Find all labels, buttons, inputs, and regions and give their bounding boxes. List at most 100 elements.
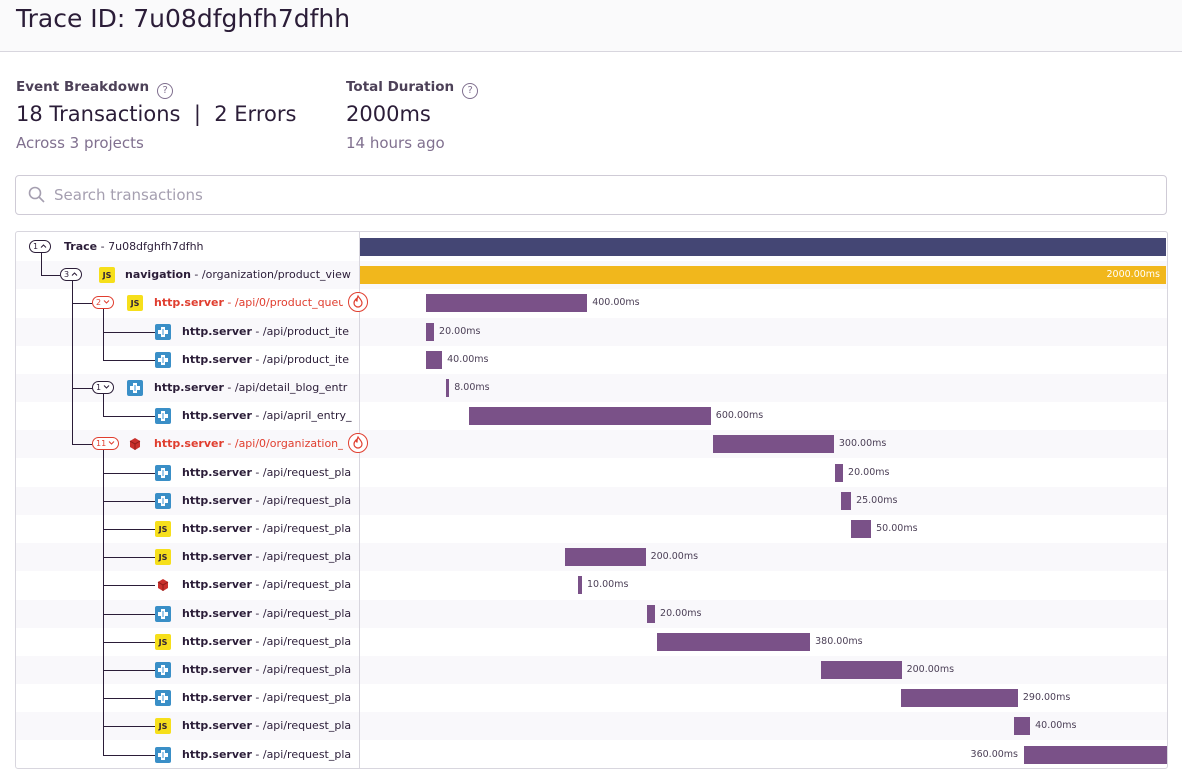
tree-connector (103, 394, 104, 417)
error-badge[interactable] (348, 433, 368, 454)
separator: - (223, 381, 235, 394)
duration-label: 50.00ms (876, 523, 918, 534)
row-label: http.server - /api/request_pla (182, 719, 357, 732)
operation: http.server (182, 465, 252, 479)
operation: http.server (182, 719, 252, 733)
row-label: http.server - /api/0/organization_ (154, 437, 343, 450)
duration-label: 600.00ms (715, 410, 764, 422)
operation: http.server (182, 352, 252, 366)
operation: http.server (182, 324, 252, 338)
python-glyph (129, 382, 141, 394)
span-bar (360, 266, 1166, 285)
description: /api/request_pla (262, 634, 352, 648)
platform-icon (155, 605, 171, 622)
search-placeholder: Search transactions (54, 186, 203, 204)
description: /api/product_ite (262, 352, 349, 366)
operation: http.server (154, 437, 224, 451)
platform-icon (155, 464, 171, 481)
description: /api/0/product_queue (234, 296, 343, 310)
python-glyph (157, 748, 169, 761)
platform-icon (155, 662, 171, 678)
child-count: 1 (33, 242, 39, 251)
separator: - (251, 324, 263, 338)
header: Trace ID: 7u08dfghfh7dfhh (0, 0, 1182, 52)
expand-toggle[interactable]: 3 (60, 268, 83, 282)
chevron (103, 300, 110, 305)
description: 7u08dfghfh7dfhh (108, 240, 204, 253)
description: /api/april_entry_ (262, 409, 352, 423)
chevron (103, 385, 110, 389)
separator: - (251, 747, 263, 761)
tree-connector (103, 754, 155, 756)
expand-toggle[interactable]: 2 (92, 296, 115, 310)
tree-connector (103, 500, 155, 502)
span-bar (657, 632, 811, 651)
duration-label: 20.00ms (848, 466, 890, 478)
tree-connector (103, 450, 104, 755)
span-bar (1024, 745, 1167, 764)
tree-connector (72, 303, 92, 305)
label-text: Total Duration (346, 79, 455, 95)
duration-label: 380.00ms (815, 635, 863, 647)
search-icon (28, 186, 45, 203)
span-bar (841, 491, 852, 510)
duration-sub: 14 hours ago (346, 134, 445, 152)
description: /api/request_pla (262, 550, 352, 564)
separator: - (190, 268, 202, 282)
description: /api/request_pla (262, 747, 352, 761)
trace-bar (360, 238, 1166, 256)
expand-toggle[interactable]: 11 (92, 437, 120, 451)
platform-icon: JS (127, 295, 143, 312)
help-icon[interactable]: ? (157, 83, 174, 99)
separator: - (251, 606, 263, 620)
breakdown-sub: Across 3 projects (16, 134, 144, 152)
span-bar (426, 294, 588, 313)
row-label: http.server - /api/request_pla (182, 691, 357, 704)
span-bar (713, 435, 834, 454)
separator: - (251, 493, 263, 507)
tree-connector (41, 253, 42, 276)
span-bar (426, 322, 435, 341)
tree-connector (72, 281, 73, 445)
span-bar (446, 379, 450, 397)
row-label: http.server - /api/detail_blog_entr (154, 381, 357, 394)
description: /organization/product_view (201, 268, 351, 282)
operation: navigation (125, 268, 191, 282)
description: /api/request_pla (262, 578, 352, 592)
tree-connector (103, 698, 155, 700)
row-label: Trace - 7u08dfghfh7dfhh (64, 240, 357, 253)
page-title: Trace ID: 7u08dfghfh7dfhh (16, 4, 351, 33)
tree-connector (103, 670, 155, 671)
description: /api/request_pla (262, 522, 352, 535)
python-glyph (157, 494, 169, 507)
duration-label: 10.00ms (587, 579, 629, 591)
separator: - (251, 663, 263, 676)
span-bar (851, 520, 872, 538)
platform-icon (155, 408, 171, 425)
span-bar (469, 407, 711, 426)
help-icon[interactable]: ? (462, 83, 479, 99)
operation: http.server (182, 606, 252, 620)
row-label: http.server - /api/request_pla (182, 578, 357, 591)
expand-toggle[interactable]: 1 (29, 240, 52, 253)
tree-connector (103, 416, 155, 418)
duration-label: 200.00ms (650, 551, 699, 563)
row-band (16, 374, 1167, 402)
row-band (16, 486, 1167, 515)
row-label: http.server - /api/request_pla (182, 607, 357, 620)
expand-toggle[interactable]: 1 (92, 381, 115, 394)
operation: http.server (182, 522, 252, 535)
description: /api/request_pla (262, 493, 352, 507)
tree-connector (103, 613, 155, 615)
platform-icon (155, 323, 171, 340)
separator: - (251, 719, 263, 733)
label-text: Event Breakdown (16, 79, 150, 95)
platform-icon: JS (99, 267, 115, 284)
error-badge[interactable] (348, 292, 368, 313)
row-label: http.server - /api/april_entry_ (182, 409, 357, 422)
chevron (108, 441, 115, 446)
duration-label: 40.00ms (1035, 720, 1077, 732)
operation: http.server (154, 381, 224, 394)
search-box[interactable]: Search transactions (15, 175, 1167, 215)
